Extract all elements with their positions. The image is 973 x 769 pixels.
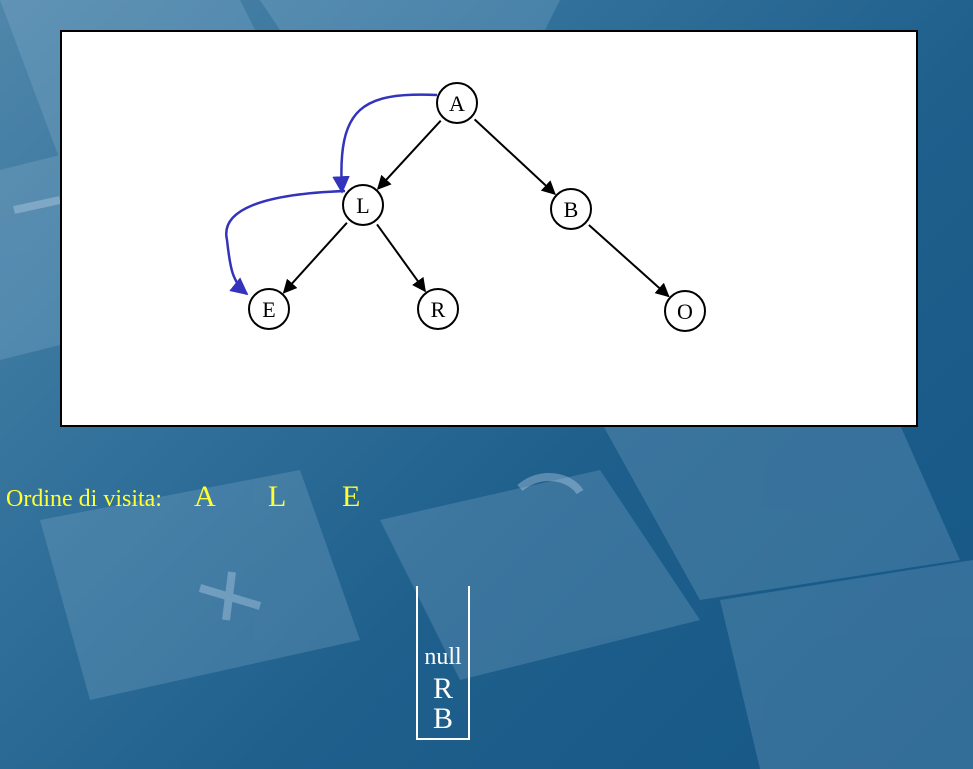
tree-node-R: R <box>417 288 459 330</box>
traversal-path-L-E <box>225 189 346 296</box>
visit-order: Ordine di visita: A L E <box>6 480 416 520</box>
visit-order-label: Ordine di visita: <box>6 486 162 512</box>
tree-node-circle <box>342 184 384 226</box>
visit-item: L <box>267 480 287 513</box>
tree-node-circle <box>417 288 459 330</box>
stack-items: null R B <box>418 640 468 734</box>
tree-edge-A-B <box>473 118 556 195</box>
tree-node-A: A <box>436 82 478 124</box>
tree-node-E: E <box>248 288 290 330</box>
stack-item-top: null <box>424 644 462 670</box>
tree-node-B: B <box>550 188 592 230</box>
tree-node-label: O <box>677 299 693 324</box>
tree-node-circle <box>664 290 706 332</box>
tree-diagram-panel: A L B E R O <box>60 30 918 427</box>
tree-node-label: R <box>431 297 446 322</box>
tree-edge-B-O <box>588 224 670 298</box>
tree-node-circle <box>550 188 592 230</box>
tree-node-L: L <box>342 184 384 226</box>
tree-node-circle <box>248 288 290 330</box>
tree-diagram: A L B E R O <box>225 82 706 332</box>
tree-node-label: A <box>449 91 465 116</box>
stack-item: R <box>432 672 453 705</box>
tree-edge-A-L <box>376 119 442 190</box>
tree-node-label: E <box>262 297 275 322</box>
visit-order-items: A L E <box>194 480 416 514</box>
tree-node-label: L <box>356 193 369 218</box>
traversal-path-A-L <box>332 93 438 194</box>
tree-node-circle <box>436 82 478 124</box>
stack-item-bottom: B <box>432 702 453 735</box>
visit-item: E <box>341 480 361 513</box>
visit-item: A <box>193 480 216 513</box>
tree-edge-L-R <box>376 223 426 293</box>
tree-node-label: B <box>564 197 579 222</box>
tree-edge-L-E <box>282 222 348 294</box>
stack-container: null R B <box>416 586 470 740</box>
tree-node-O: O <box>664 290 706 332</box>
